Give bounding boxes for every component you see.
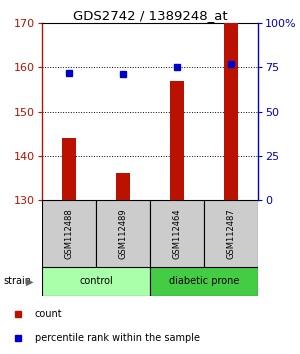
Bar bbox=[96, 200, 150, 267]
Bar bbox=[116, 173, 130, 200]
Text: strain: strain bbox=[3, 276, 31, 286]
Bar bbox=[42, 200, 96, 267]
Text: GSM112464: GSM112464 bbox=[172, 208, 182, 259]
Text: count: count bbox=[35, 309, 62, 319]
Text: percentile rank within the sample: percentile rank within the sample bbox=[35, 332, 200, 343]
Bar bbox=[224, 23, 238, 200]
Text: control: control bbox=[79, 276, 113, 286]
Text: GSM112488: GSM112488 bbox=[64, 208, 74, 259]
Text: diabetic prone: diabetic prone bbox=[169, 276, 239, 286]
Bar bbox=[150, 267, 258, 296]
Bar bbox=[150, 200, 204, 267]
Text: GDS2742 / 1389248_at: GDS2742 / 1389248_at bbox=[73, 9, 227, 22]
Bar bbox=[204, 200, 258, 267]
Text: GSM112489: GSM112489 bbox=[118, 208, 127, 259]
Bar bbox=[62, 138, 76, 200]
Bar bbox=[42, 267, 150, 296]
Bar bbox=[170, 80, 184, 200]
Text: ▶: ▶ bbox=[26, 276, 34, 286]
Text: GSM112487: GSM112487 bbox=[226, 208, 236, 259]
